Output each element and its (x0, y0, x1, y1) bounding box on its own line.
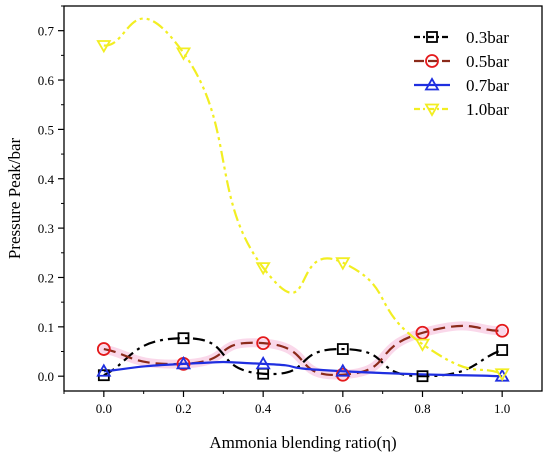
data-point-s2-0 (96, 363, 112, 377)
y-tick-label: 0.0 (38, 369, 54, 384)
y-tick-label: 0.7 (38, 24, 55, 39)
y-axis-title: Pressure Peak/bar (5, 138, 24, 260)
data-point-s2-1 (175, 356, 192, 370)
axes: 0.0 0.2 0.4 0.6 0.8 1.0 0.0 0.1 0.2 0.3 0.4 0.5 0.6 0… (5, 5, 543, 452)
legend-marker-1 (425, 54, 439, 68)
data-point-s1-5 (495, 323, 510, 338)
legend: 0.3bar 0.5bar 0.7bar 1.0bar (414, 28, 509, 119)
legend-label-1: 0.5bar (466, 52, 509, 71)
series-markers (96, 40, 510, 383)
x-tick-label: 0.0 (96, 401, 112, 416)
x-tick-label: 0.8 (414, 401, 430, 416)
data-point-s3-4 (414, 338, 431, 352)
legend-label-0: 0.3bar (466, 28, 509, 47)
x-tick-label: 0.2 (175, 401, 191, 416)
series-line-0 (103, 337, 503, 378)
data-point-s1-0 (96, 342, 111, 356)
legend-marker-2 (424, 77, 440, 91)
legend-label-2: 0.7bar (466, 76, 509, 95)
legend-label-3: 1.0bar (466, 100, 509, 119)
series-line-2 (103, 360, 503, 378)
y-tick-label: 0.5 (38, 122, 54, 137)
data-point-s3-0 (96, 40, 112, 54)
legend-marker-0 (426, 31, 438, 43)
y-tick-label: 0.1 (38, 320, 54, 335)
x-tick-label: 0.4 (255, 401, 272, 416)
y-tick-label: 0.2 (38, 270, 54, 285)
y-tick-label: 0.6 (38, 73, 55, 88)
data-point-s2-3 (335, 363, 351, 377)
data-point-s0-5 (496, 344, 509, 356)
data-point-s3-3 (335, 257, 351, 271)
data-point-s3-2 (255, 262, 271, 276)
data-point-s2-2 (255, 356, 271, 370)
y-tick-label: 0.4 (38, 172, 55, 187)
data-point-s0-4 (416, 370, 429, 383)
legend-marker-3 (424, 103, 440, 117)
series-line-3 (103, 17, 503, 375)
data-point-s0-1 (177, 332, 190, 345)
x-tick-label: 0.6 (335, 401, 352, 416)
data-point-s0-3 (336, 343, 349, 355)
x-axis-title: Ammonia blending ratio(η) (209, 433, 396, 452)
series-lines (103, 17, 503, 378)
x-tick-label: 1.0 (494, 401, 510, 416)
data-point-s1-2 (256, 336, 271, 351)
y-tick-label: 0.3 (38, 221, 54, 236)
data-point-s3-5 (494, 368, 510, 382)
data-point-s3-1 (175, 47, 192, 61)
